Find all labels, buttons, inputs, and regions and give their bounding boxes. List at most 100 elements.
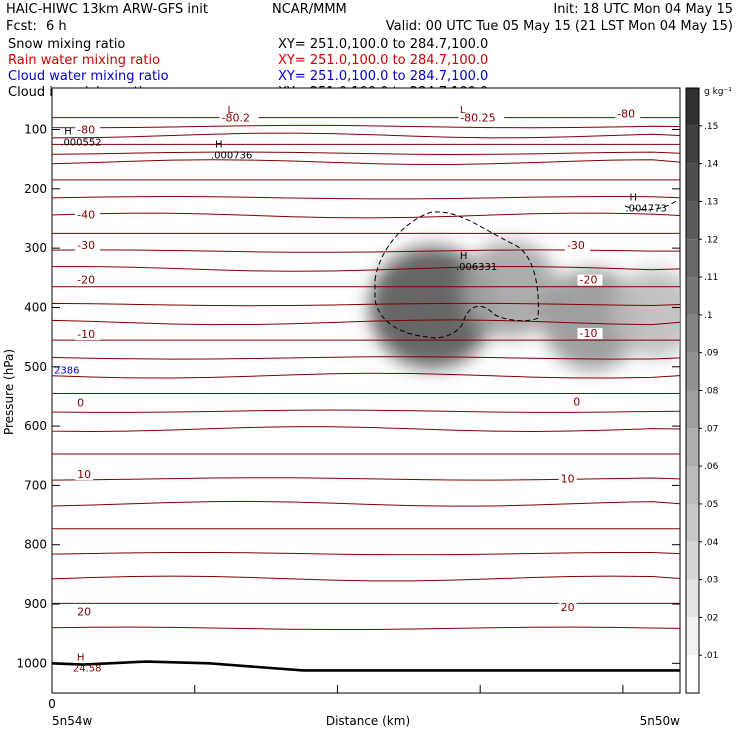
contour-label-bg [75,274,101,286]
y-tick-label: 600 [24,419,47,433]
colorbar-segment [686,277,699,315]
y-tick-label: 800 [24,538,47,552]
organization-label: NCAR/MMM [272,2,347,17]
extremum-value: 24.58 [73,663,102,674]
colorbar-tick-label: .12 [704,235,718,245]
temperature-contours [52,117,680,631]
field-name: Snow mixing ratio [8,37,125,52]
contour-label-bg [558,601,577,613]
contour-label: 0 [77,396,84,409]
temperature-contour-line [52,212,680,219]
colorbar-tick-label: .06 [704,462,719,472]
forecast-value: 6 h [46,19,67,34]
snow-blob [612,268,680,359]
x-start-label: 5n54w [52,714,93,728]
contour-label: -80.2 [222,112,250,125]
field-name: Cloud water mixing ratio [8,69,169,84]
temperature-contour-line [52,151,680,155]
contour-label-bg [75,397,87,409]
colorbar-tick-label: .11 [704,273,718,283]
colorbar-tick-label: .13 [704,197,718,207]
valid-time: Valid: 00 UTC Tue 05 May 15 (21 LST Mon … [386,19,733,34]
y-tick-label: 700 [24,478,47,492]
y-tick-label: 400 [24,300,47,314]
x-axis-label: Distance (km) [326,714,410,728]
contour-label: -30 [77,239,95,252]
temperature-contour-line [52,196,680,200]
contour-labels: -80 -80.2 -80.25 -80 -40 -30 -30 -20 -20 -10 -10 0 0… [54,105,667,674]
colorbar-segment [686,541,699,580]
contour-label-bg [75,209,101,221]
contour-label: -30 [567,239,585,252]
y-tick-label: 300 [24,241,47,255]
contour-label-bg [75,469,94,481]
contour-label: -20 [580,274,598,287]
temperature-contour-line [52,319,680,326]
forecast-label: Fcst: [6,19,37,34]
extremum-value: .006331 [456,262,497,273]
temperature-contour-line [52,477,680,481]
contour-label: -40 [77,208,95,221]
contour-label-bg [219,112,259,124]
temperature-contour-line [52,426,680,432]
temperature-contour-line [52,356,680,360]
extremum-mark: H [460,251,468,262]
y-tick-label: 1000 [16,656,47,670]
plot-frame [51,87,681,694]
contour-label: 0 [573,396,580,409]
y-tick-label: 900 [24,597,47,611]
colorbar-segment [686,239,699,278]
colorbar-segment [686,314,699,353]
colorbar-tick-label: .1 [704,311,713,321]
contour-label: -10 [77,328,95,341]
contour-label: 20 [77,606,91,619]
colorbar-segment [686,617,699,656]
contour-label-bg [577,327,603,339]
contour-label: -80 [77,123,95,136]
contour-label: 20 [561,601,575,614]
temperature-contour-line [52,500,680,507]
x-end-label: 5n50w [640,714,681,728]
extremum-mark: H [64,126,72,137]
contour-label: -80.25 [460,112,495,125]
colorbar-segment [686,503,699,542]
temperature-contour-line [52,124,680,129]
extremum-mark: H [77,652,85,663]
y-tick-label: 200 [24,182,47,196]
extremum-value: .000552 [60,137,101,148]
contour-label-bg [615,108,641,120]
field-xy: XY= 251.0,100.0 to 284.7,100.0 [278,53,488,68]
temperature-contour-line [52,372,680,379]
colorbar-segment [686,655,699,693]
colorbar-tick-label: .05 [704,500,718,510]
colorbar-segment [686,163,699,202]
contour-label: 10 [561,472,575,485]
colorbar-segment [686,201,699,240]
cloud-ice-contour-small [624,199,679,211]
temperature-contour-line [52,551,680,556]
cloud-water-value: 2386 [54,366,79,377]
temperature-contour-line [52,266,680,272]
contour-label: 10 [77,468,91,481]
field-name: Rain water mixing ratio [8,53,160,68]
contour-label-bg [558,473,577,485]
colorbar-segment [686,579,699,618]
temperature-contour-line [52,302,680,307]
contour-label-bg [577,274,603,286]
contour-label-bg [75,124,101,136]
y-tick-label: 100 [24,123,47,137]
surface-pressure-line [52,660,680,672]
init-time: Init: 18 UTC Mon 04 May 15 [553,2,733,17]
temperature-contour-line [52,159,680,165]
field-xy: XY= 251.0,100.0 to 284.7,100.0 [278,69,488,84]
contour-label-bg [75,240,101,252]
x-tick-label: 0 [48,697,56,711]
contour-label-bg [564,240,590,252]
temperature-contour-line [52,409,680,413]
contour-label: -80 [617,107,635,120]
temperature-contour-line [52,575,680,582]
contour-label-bg [458,112,505,124]
colorbar-tick-label: .14 [704,160,719,170]
